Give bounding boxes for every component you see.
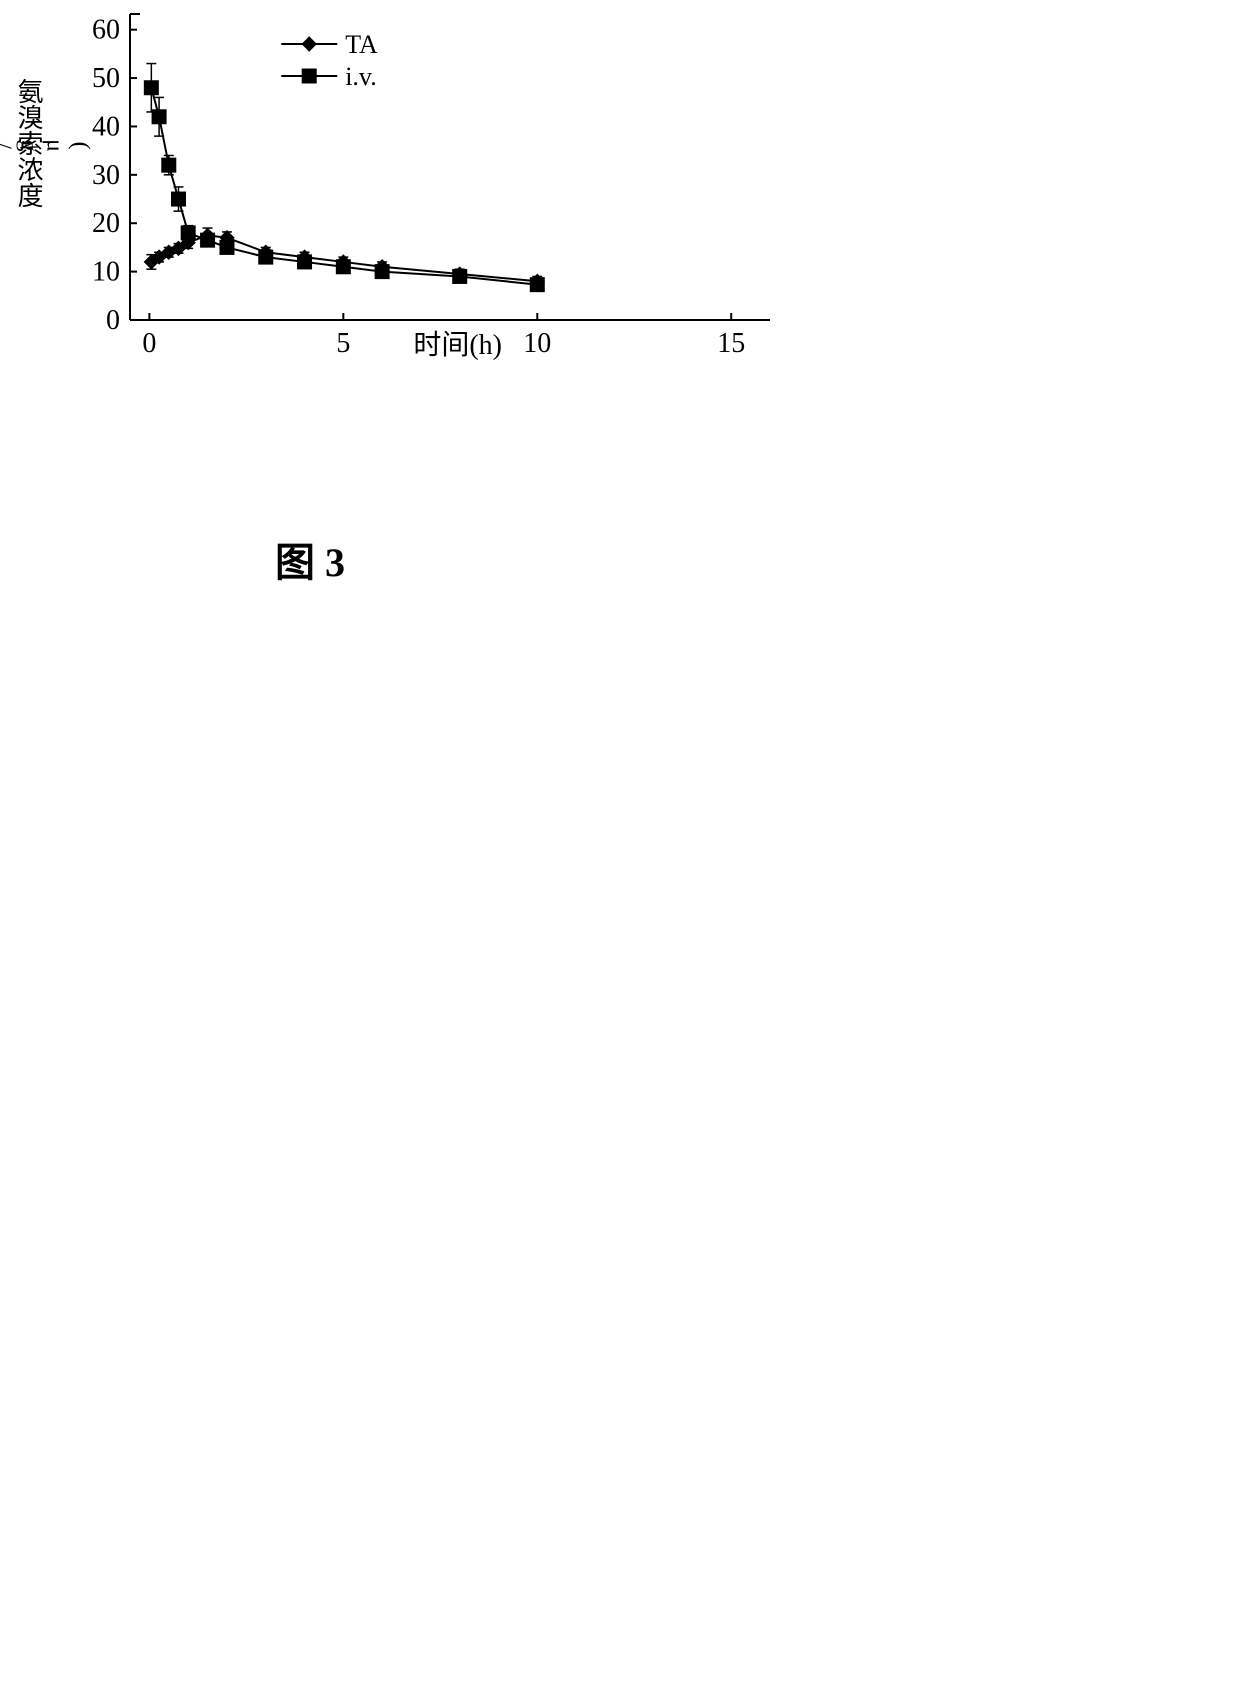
- chart-svg: 0 10 20 30 40 50 60 0 5 10 15 时间(h) TA i.v.: [20, 10, 800, 390]
- chart-container: 氨溴索浓度 (μg/mL) 0102030405060051015时间(h)TA…: [20, 10, 800, 390]
- y-axis-label: 氨溴索浓度 (μg/mL): [12, 50, 42, 236]
- x-tick-label: 15: [717, 328, 745, 359]
- y-tick-label: 40: [92, 111, 120, 142]
- y-tick-label: 20: [92, 208, 120, 239]
- y-tick-label: 10: [92, 257, 120, 288]
- legend-label: TA: [345, 30, 378, 59]
- y-axis-label-unit: (μg/mL): [0, 132, 93, 157]
- x-tick-label: 10: [523, 328, 551, 359]
- figure-caption: 图 3: [0, 530, 620, 588]
- y-tick-label: 30: [92, 160, 120, 191]
- x-axis-label: 时间(h): [413, 329, 502, 361]
- y-tick-label: 60: [92, 15, 120, 46]
- legend-label: i.v.: [345, 62, 377, 91]
- y-tick-label: 50: [92, 63, 120, 94]
- x-tick-label: 5: [336, 328, 350, 359]
- y-tick-label: 0: [106, 305, 120, 336]
- x-tick-label: 0: [142, 328, 156, 359]
